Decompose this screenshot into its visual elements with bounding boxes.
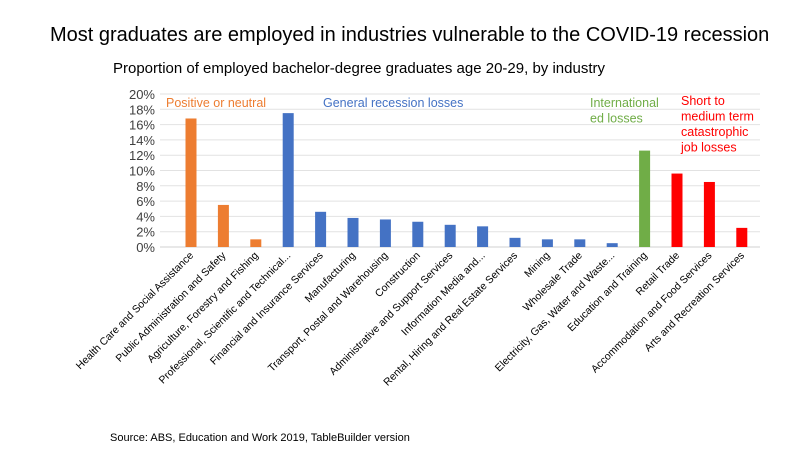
bar bbox=[639, 150, 651, 247]
y-tick-label: 20% bbox=[129, 87, 155, 102]
x-tick-label: Mining bbox=[522, 250, 552, 280]
group-annotation: catastrophic bbox=[681, 125, 748, 139]
group-annotation: Positive or neutral bbox=[166, 96, 266, 110]
group-annotation: International bbox=[590, 96, 659, 110]
bar bbox=[509, 237, 521, 247]
y-tick-label: 14% bbox=[129, 133, 155, 148]
bar bbox=[703, 181, 715, 247]
x-tick-label: Electricity, Gas, Water and Waste... bbox=[493, 250, 618, 375]
bar bbox=[606, 243, 618, 247]
bar bbox=[250, 239, 262, 247]
bar bbox=[185, 118, 197, 247]
bar bbox=[217, 204, 229, 247]
y-tick-label: 12% bbox=[129, 148, 155, 163]
x-tick-label: Health Care and Social Assistance bbox=[74, 250, 197, 373]
bar bbox=[541, 239, 553, 247]
y-tick-label: 2% bbox=[136, 225, 155, 240]
group-annotation: Short to bbox=[681, 94, 725, 108]
y-tick-label: 6% bbox=[136, 194, 155, 209]
bar bbox=[315, 211, 327, 247]
y-tick-label: 0% bbox=[136, 240, 155, 255]
x-tick-label: Transport, Postal and Warehousing bbox=[266, 250, 391, 375]
y-tick-label: 8% bbox=[136, 179, 155, 194]
y-tick-label: 10% bbox=[129, 164, 155, 179]
x-tick-label: Accommodation and Food Services bbox=[589, 250, 715, 376]
bar bbox=[347, 217, 359, 247]
bar bbox=[379, 219, 391, 247]
x-tick-label: Wholesale Trade bbox=[521, 250, 585, 314]
bar bbox=[671, 173, 683, 247]
bar bbox=[412, 221, 424, 247]
y-tick-label: 16% bbox=[129, 118, 155, 133]
chart-title: Most graduates are employed in industrie… bbox=[50, 24, 770, 46]
source-note: Source: ABS, Education and Work 2019, Ta… bbox=[110, 432, 410, 444]
chart-subtitle: Proportion of employed bachelor-degree g… bbox=[113, 60, 605, 77]
group-annotation: medium term bbox=[681, 110, 754, 124]
group-annotation: job losses bbox=[680, 141, 737, 155]
bar bbox=[736, 227, 748, 247]
bar bbox=[574, 239, 586, 247]
group-annotation: ed losses bbox=[590, 112, 643, 126]
group-annotation: General recession losses bbox=[323, 96, 463, 110]
y-tick-label: 4% bbox=[136, 209, 155, 224]
y-tick-label: 18% bbox=[129, 102, 155, 117]
bar bbox=[444, 224, 456, 247]
bar bbox=[282, 113, 294, 247]
bar bbox=[477, 226, 489, 247]
